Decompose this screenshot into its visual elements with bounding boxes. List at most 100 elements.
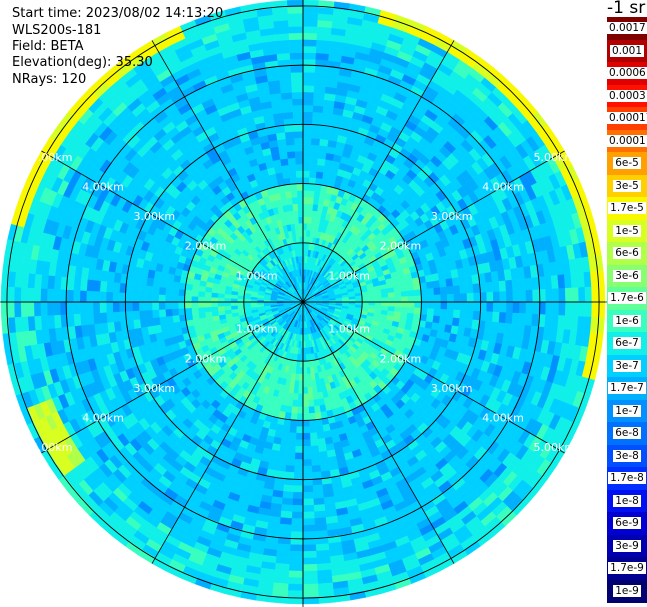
beta-cell xyxy=(302,419,310,427)
beta-cell xyxy=(394,291,402,298)
beta-cell xyxy=(545,301,553,316)
beta-cell xyxy=(498,312,507,324)
beta-cell xyxy=(466,292,474,303)
beta-cell xyxy=(451,317,460,327)
beta-cell xyxy=(172,314,181,323)
beta-cell xyxy=(308,190,315,198)
beta-cell xyxy=(317,444,327,453)
beta-cell xyxy=(287,583,304,592)
beta-cell xyxy=(210,301,219,308)
beta-cell xyxy=(557,274,566,289)
beta-cell xyxy=(152,278,161,288)
beta-cell xyxy=(165,287,173,296)
beta-cell xyxy=(313,405,321,414)
beta-cell xyxy=(453,301,461,311)
beta-cell xyxy=(171,308,180,316)
beta-cell xyxy=(178,301,186,309)
beta-cell xyxy=(46,288,55,303)
beta-cell xyxy=(204,296,212,303)
beta-cell xyxy=(307,203,314,211)
beta-cell xyxy=(145,301,153,311)
beta-cell xyxy=(302,6,319,14)
beta-cell xyxy=(313,399,320,407)
beta-cell xyxy=(99,280,108,292)
beta-cell xyxy=(307,393,314,401)
beta-cell xyxy=(278,530,292,539)
beta-cell xyxy=(314,523,328,532)
beta-cell xyxy=(224,305,232,311)
beta-cell xyxy=(274,562,290,572)
beta-cell xyxy=(361,294,369,300)
beta-cell xyxy=(138,284,147,295)
beta-cell xyxy=(310,445,320,454)
beta-cell xyxy=(314,78,327,87)
beta-cell xyxy=(146,317,155,327)
beta-cell xyxy=(287,590,304,598)
beta-cell xyxy=(302,413,310,421)
beta-cell xyxy=(92,312,101,325)
beta-cell xyxy=(86,312,95,325)
beta-cell xyxy=(355,298,363,303)
beta-cell xyxy=(79,278,88,291)
beta-cell xyxy=(184,289,193,297)
beta-cell xyxy=(381,292,389,299)
beta-cell xyxy=(295,426,304,434)
beta-cell xyxy=(472,310,481,321)
beta-cell xyxy=(445,316,454,326)
beta-cell xyxy=(305,360,311,368)
beta-cell xyxy=(591,286,599,303)
beta-cell xyxy=(306,367,311,375)
beta-cell xyxy=(401,301,409,308)
beta-cell xyxy=(309,438,319,447)
beta-cell xyxy=(92,301,101,314)
beta-cell xyxy=(125,283,134,294)
beta-cell xyxy=(316,431,325,440)
beta-cell xyxy=(112,311,121,323)
beta-cell xyxy=(317,575,333,585)
beta-cell xyxy=(293,472,304,480)
beta-cell xyxy=(492,301,501,313)
beta-cell xyxy=(302,550,317,559)
beta-cell xyxy=(309,425,317,434)
beta-cell xyxy=(311,471,322,480)
beta-cell xyxy=(302,491,314,500)
beta-cell xyxy=(20,286,28,303)
beta-cell xyxy=(302,137,312,145)
beta-cell xyxy=(291,518,304,526)
beta-cell xyxy=(289,544,304,552)
beta-cell xyxy=(112,301,120,313)
beta-cell xyxy=(289,550,304,559)
beta-cell xyxy=(86,290,94,303)
beta-cell xyxy=(291,504,304,513)
beta-cell xyxy=(158,294,166,303)
beta-cell xyxy=(302,452,312,460)
beta-cell xyxy=(563,273,573,289)
beta-cell xyxy=(302,209,309,218)
beta-cell xyxy=(47,274,56,290)
beta-cell xyxy=(518,278,527,291)
beta-cell xyxy=(278,450,288,459)
beta-cell xyxy=(316,32,332,42)
beta-cell xyxy=(302,590,319,598)
beta-cell xyxy=(288,563,304,572)
beta-cell xyxy=(446,309,455,319)
beta-cell xyxy=(277,457,287,466)
beta-cell xyxy=(302,432,311,441)
beta-cell xyxy=(302,445,312,454)
beta-cell xyxy=(197,301,205,308)
beta-cell xyxy=(191,312,200,320)
beta-cell xyxy=(250,304,258,308)
beta-cell xyxy=(27,287,35,303)
beta-cell xyxy=(486,301,494,313)
beta-cell xyxy=(279,444,289,453)
beta-cell xyxy=(315,46,331,55)
beta-cell xyxy=(284,471,295,480)
beta-cell xyxy=(280,504,293,513)
beta-cell xyxy=(524,313,533,327)
beta-cell xyxy=(438,279,447,288)
beta-cell xyxy=(310,451,320,460)
beta-cell xyxy=(125,310,134,321)
beta-cell xyxy=(191,301,199,309)
beta-cell xyxy=(564,287,573,303)
beta-cell xyxy=(312,392,319,401)
